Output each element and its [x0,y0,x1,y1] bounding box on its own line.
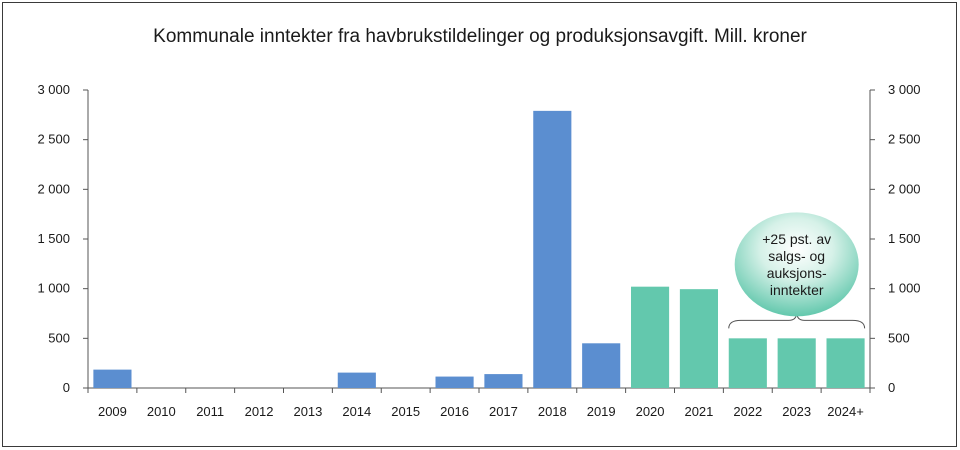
y-tick-label-left: 2 000 [37,181,70,196]
bar-2023 [777,338,816,388]
y-tick-label-right: 1 500 [888,231,921,246]
y-tick-label-right: 0 [888,380,895,395]
x-tick-label: 2012 [245,404,274,419]
y-tick-label-right: 2 000 [888,181,921,196]
x-tick-label: 2009 [98,404,127,419]
bar-2018 [533,110,572,389]
chart-title: Kommunale inntekter fra havbrukstildelin… [153,26,807,47]
x-tick-label: 2020 [636,404,665,419]
y-tick-label-left: 1 500 [37,231,70,246]
y-tick-label-right: 2 500 [888,132,921,147]
bar-2009 [93,369,132,388]
y-tick-label-right: 3 000 [888,82,921,97]
bar-2016 [435,376,474,388]
axes: 0 0 500 500 1 000 1 000 1 500 1 500 2 000 2 000 2 … [37,82,920,395]
y-tick-label-right: 1 000 [888,281,921,296]
x-tick-label: 2010 [147,404,176,419]
x-tick-label: 2019 [587,404,616,419]
bar-2024+ [826,338,865,388]
x-tick-label: 2022 [733,404,762,419]
bar-2017 [484,374,523,388]
x-tick-label: 2015 [391,404,420,419]
x-tick-label: 2021 [684,404,713,419]
annotation-text-line: inntekter [770,282,824,298]
x-tick-label: 2018 [538,404,567,419]
x-tick-label: 2023 [782,404,811,419]
bar-2020 [631,286,670,388]
x-tick-labels: 2009 2010 2011 2012 2013 2014 2015 2016 2017 2018… [98,404,864,419]
y-tick-label-left: 3 000 [37,82,70,97]
x-tick-label: 2014 [342,404,371,419]
y-tick-label-left: 500 [48,330,70,345]
y-tick-label-left: 0 [63,380,70,395]
annotation-bubble [734,212,859,317]
bar-2021 [679,289,718,388]
x-tick-label: 2024+ [827,404,864,419]
bars [93,110,865,389]
annotation-text-line: +25 pst. av [762,231,831,247]
x-tick-label: 2016 [440,404,469,419]
x-tick-label: 2017 [489,404,518,419]
annotation-text-line: salgs- og [768,248,825,264]
x-tick-label: 2013 [293,404,322,419]
y-tick-label-left: 2 500 [37,132,70,147]
bar-2019 [582,343,621,388]
y-tick-label-left: 1 000 [37,281,70,296]
bar-2022 [728,338,767,388]
annotation-text-line: auksjons- [767,265,827,281]
y-tick-label-right: 500 [888,330,910,345]
x-tick-label: 2011 [196,404,224,419]
bar-2014 [337,372,376,388]
